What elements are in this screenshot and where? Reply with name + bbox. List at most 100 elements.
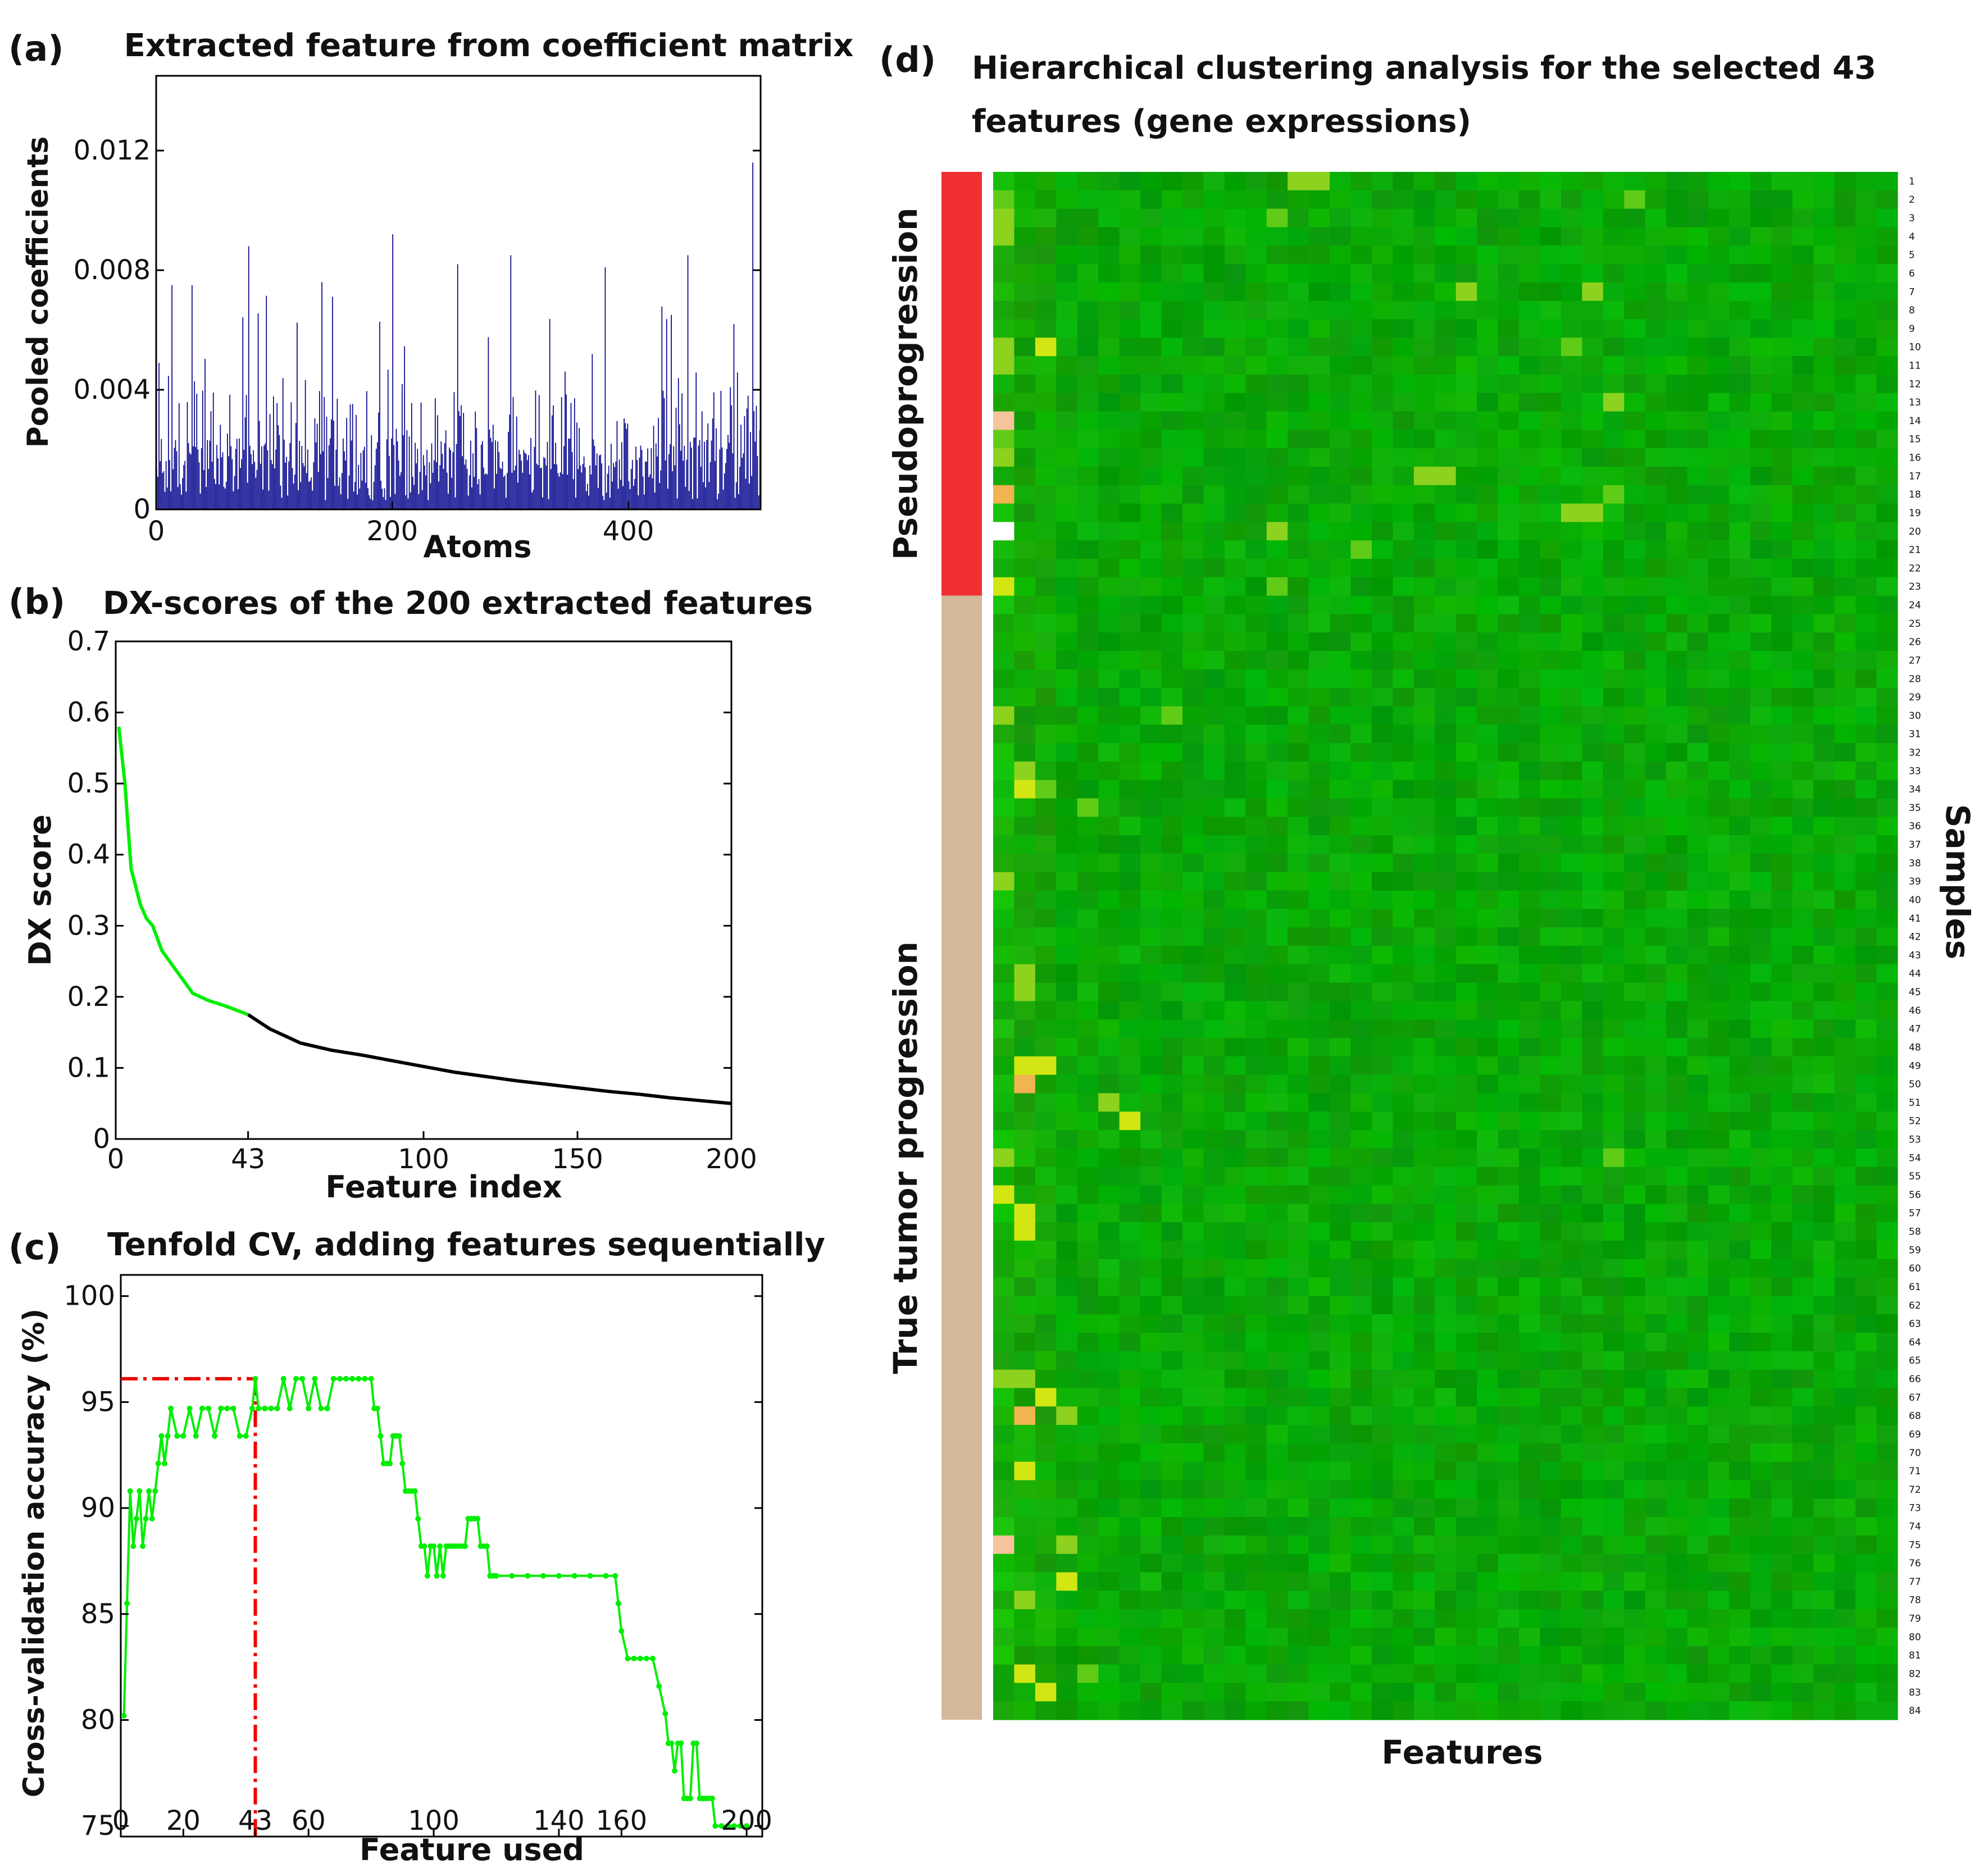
heatmap-cell (1393, 853, 1414, 873)
heatmap-cell (1245, 761, 1267, 781)
heatmap-cell (1203, 448, 1225, 467)
heatmap-cell (1834, 300, 1856, 320)
heatmap-cell (1540, 669, 1562, 689)
heatmap-cell (1014, 1093, 1036, 1112)
heatmap-cell (1540, 1646, 1562, 1665)
bar (670, 444, 671, 509)
heatmap-cell (1056, 982, 1078, 1002)
heatmap-cell (1645, 208, 1667, 228)
heatmap-cell (1308, 1074, 1330, 1094)
heatmap-cell (1455, 503, 1477, 522)
heatmap-cell (1056, 1572, 1078, 1591)
bar (492, 425, 494, 509)
heatmap-cell (1519, 1627, 1541, 1647)
row-label: 71 (1909, 1466, 1921, 1477)
heatmap-cell (1455, 227, 1477, 246)
heatmap-cell (1330, 1093, 1352, 1112)
heatmap-cell (1834, 1148, 1856, 1168)
heatmap-cell (1266, 245, 1288, 265)
heatmap-cell (1266, 356, 1288, 375)
heatmap-cell (1792, 1240, 1814, 1260)
heatmap-cell (1582, 1259, 1604, 1278)
heatmap-cell (1140, 264, 1162, 283)
heatmap-cell (1119, 1167, 1141, 1186)
heatmap-cell (1393, 1572, 1414, 1591)
bar (622, 486, 624, 509)
heatmap-cell (1603, 1535, 1625, 1555)
heatmap-cell (1161, 1480, 1183, 1499)
heatmap-cell (1876, 1480, 1898, 1499)
row-label: 11 (1909, 361, 1921, 372)
heatmap-cell (1792, 1296, 1814, 1315)
bar (348, 475, 350, 509)
heatmap-cell (1603, 1701, 1625, 1720)
heatmap-cell (1708, 190, 1730, 209)
heatmap-cell (1371, 1609, 1393, 1628)
y-tick-label: 85 (81, 1598, 115, 1630)
heatmap-cell (1224, 1369, 1246, 1389)
heatmap-cell (1077, 393, 1099, 412)
heatmap-cell (1477, 411, 1499, 430)
heatmap-cell (1498, 890, 1520, 909)
heatmap-cell (1855, 1038, 1877, 1057)
heatmap-cell (1393, 300, 1414, 320)
heatmap-cell (1119, 1627, 1141, 1647)
heatmap-cell (1834, 1222, 1856, 1241)
heatmap-cell (993, 393, 1015, 412)
heatmap-cell (1140, 651, 1162, 670)
heatmap-cell (1224, 1425, 1246, 1444)
heatmap-cell (1266, 1111, 1288, 1131)
heatmap-cell (1140, 1646, 1162, 1665)
heatmap-cell (1245, 909, 1267, 928)
heatmap-cell (1182, 1038, 1204, 1057)
heatmap-cell (1561, 743, 1582, 762)
heatmap-cell (1161, 208, 1183, 228)
heatmap-cell (1624, 1074, 1646, 1094)
heatmap-cell (1224, 1222, 1246, 1241)
heatmap-cell (1035, 927, 1057, 946)
heatmap-cell (1224, 1296, 1246, 1315)
heatmap-cell (1477, 522, 1499, 541)
heatmap-cell (1477, 1093, 1499, 1112)
heatmap-cell (1540, 172, 1562, 191)
heatmap-cell (1077, 374, 1099, 394)
heatmap-cell (1455, 559, 1477, 578)
heatmap-cell (1393, 1277, 1414, 1296)
heatmap-cell (1666, 1167, 1688, 1186)
bar (525, 454, 527, 509)
bar (413, 485, 415, 509)
heatmap-cell (1182, 1646, 1204, 1665)
heatmap-cell (1350, 909, 1372, 928)
heatmap-cell (1855, 1167, 1877, 1186)
heatmap-cell (1245, 1314, 1267, 1333)
bar (438, 481, 439, 509)
row-label: 67 (1909, 1392, 1921, 1404)
heatmap-cell (1245, 466, 1267, 486)
heatmap-cell (1203, 1572, 1225, 1591)
heatmap-cell (1834, 1111, 1856, 1131)
x-tick-label: 20 (166, 1805, 201, 1837)
heatmap-cell (1876, 1591, 1898, 1610)
x-tick-label: 400 (603, 516, 654, 547)
heatmap-cell (1561, 172, 1582, 191)
heatmap-cell (1540, 743, 1562, 762)
heatmap-cell (1708, 614, 1730, 633)
bar (197, 449, 199, 509)
heatmap-cell (1266, 890, 1288, 909)
heatmap-cell (1330, 1314, 1352, 1333)
heatmap-cell (1014, 503, 1036, 522)
heatmap-cell (1729, 1259, 1751, 1278)
heatmap-cell (1224, 964, 1246, 983)
heatmap-cell (1750, 1074, 1772, 1094)
heatmap-cell (1519, 1701, 1541, 1720)
bar (193, 446, 194, 509)
heatmap-cell (1330, 393, 1352, 412)
bar (509, 414, 511, 509)
heatmap-cell (1014, 264, 1036, 283)
row-label: 26 (1909, 637, 1921, 648)
heatmap-cell (1792, 485, 1814, 504)
bar (303, 466, 305, 509)
heatmap-cell (1393, 1517, 1414, 1536)
heatmap-cell (1393, 909, 1414, 928)
heatmap-cell (1603, 1461, 1625, 1481)
